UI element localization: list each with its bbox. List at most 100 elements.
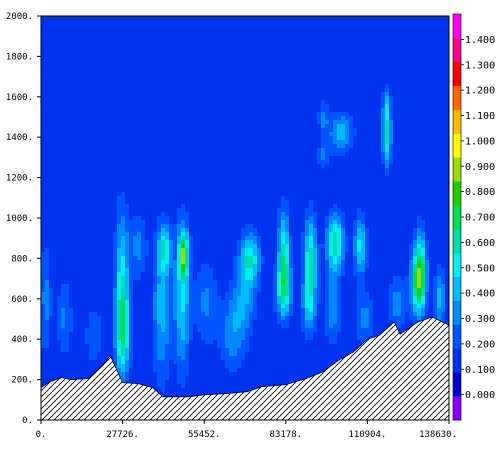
contour-cell	[421, 160, 426, 165]
contour-cell	[105, 28, 110, 33]
contour-cell	[365, 96, 370, 101]
contour-cell	[161, 32, 166, 37]
contour-cell	[329, 164, 334, 169]
contour-cell	[257, 116, 262, 121]
contour-cell	[201, 208, 206, 213]
contour-cell	[313, 48, 318, 53]
contour-cell	[65, 176, 70, 181]
contour-cell	[281, 88, 286, 93]
contour-cell	[137, 36, 142, 41]
contour-cell	[385, 56, 390, 61]
contour-cell	[77, 124, 82, 129]
contour-cell	[277, 140, 282, 145]
contour-cell	[145, 24, 150, 29]
contour-cell	[77, 24, 82, 29]
contour-cell	[273, 72, 278, 77]
contour-cell	[341, 160, 346, 165]
contour-cell	[233, 180, 238, 185]
contour-cell	[321, 28, 326, 33]
contour-cell	[221, 80, 226, 85]
contour-cell	[65, 104, 70, 109]
contour-cell	[365, 204, 370, 209]
contour-cell	[209, 140, 214, 145]
contour-cell	[425, 40, 430, 45]
contour-cell	[413, 188, 418, 193]
contour-cell	[69, 68, 74, 73]
contour-cell	[301, 32, 306, 37]
contour-cell	[57, 208, 62, 213]
contour-cell	[297, 24, 302, 29]
contour-cell	[181, 56, 186, 61]
contour-cell	[105, 56, 110, 61]
contour-cell	[301, 176, 306, 181]
contour-cell	[189, 208, 194, 213]
contour-cell	[105, 152, 110, 157]
contour-cell	[301, 192, 306, 197]
contour-cell	[309, 72, 314, 77]
contour-cell	[317, 148, 322, 153]
contour-cell	[173, 160, 178, 165]
contour-cell	[397, 112, 402, 117]
contour-cell	[45, 32, 50, 37]
contour-cell	[313, 172, 318, 177]
contour-cell	[105, 72, 110, 77]
contour-cell	[317, 68, 322, 73]
contour-cell	[389, 172, 394, 177]
contour-cell	[313, 92, 318, 97]
contour-cell	[93, 208, 98, 213]
contour-cell	[97, 160, 102, 165]
contour-cell	[405, 164, 410, 169]
contour-cell	[209, 44, 214, 49]
contour-cell	[185, 104, 190, 109]
contour-cell	[69, 104, 74, 109]
contour-cell	[153, 188, 158, 193]
contour-cell	[129, 188, 134, 193]
contour-cell	[121, 148, 126, 153]
contour-cell	[365, 172, 370, 177]
contour-cell	[69, 136, 74, 141]
contour-cell	[193, 184, 198, 189]
contour-cell	[241, 80, 246, 85]
contour-cell	[361, 32, 366, 37]
contour-cell	[389, 164, 394, 169]
contour-cell	[181, 32, 186, 37]
contour-cell	[393, 40, 398, 45]
contour-cell	[305, 176, 310, 181]
contour-cell	[161, 68, 166, 73]
contour-cell	[441, 40, 446, 45]
contour-cell	[389, 132, 394, 137]
contour-cell	[201, 20, 206, 25]
contour-cell	[261, 84, 266, 89]
contour-cell	[141, 120, 146, 125]
contour-cell	[417, 152, 422, 157]
contour-cell	[437, 128, 442, 133]
contour-cell	[153, 108, 158, 113]
contour-cell	[197, 92, 202, 97]
contour-cell	[361, 168, 366, 173]
contour-cell	[241, 172, 246, 177]
contour-cell	[273, 40, 278, 45]
contour-cell	[237, 44, 242, 49]
contour-cell	[357, 168, 362, 173]
contour-cell	[433, 156, 438, 161]
contour-cell	[337, 28, 342, 33]
contour-cell	[397, 36, 402, 41]
contour-cell	[57, 200, 62, 205]
contour-cell	[233, 96, 238, 101]
contour-cell	[417, 100, 422, 105]
contour-cell	[137, 28, 142, 33]
contour-cell	[257, 180, 262, 185]
contour-cell	[229, 36, 234, 41]
contour-cell	[101, 128, 106, 133]
contour-cell	[101, 48, 106, 53]
contour-cell	[301, 164, 306, 169]
contour-cell	[173, 116, 178, 121]
contour-cell	[441, 92, 446, 97]
contour-cell	[149, 164, 154, 169]
contour-cell	[401, 172, 406, 177]
contour-cell	[369, 92, 374, 97]
contour-cell	[85, 28, 90, 33]
contour-cell	[433, 60, 438, 65]
contour-cell	[425, 68, 430, 73]
contour-cell	[193, 124, 198, 129]
